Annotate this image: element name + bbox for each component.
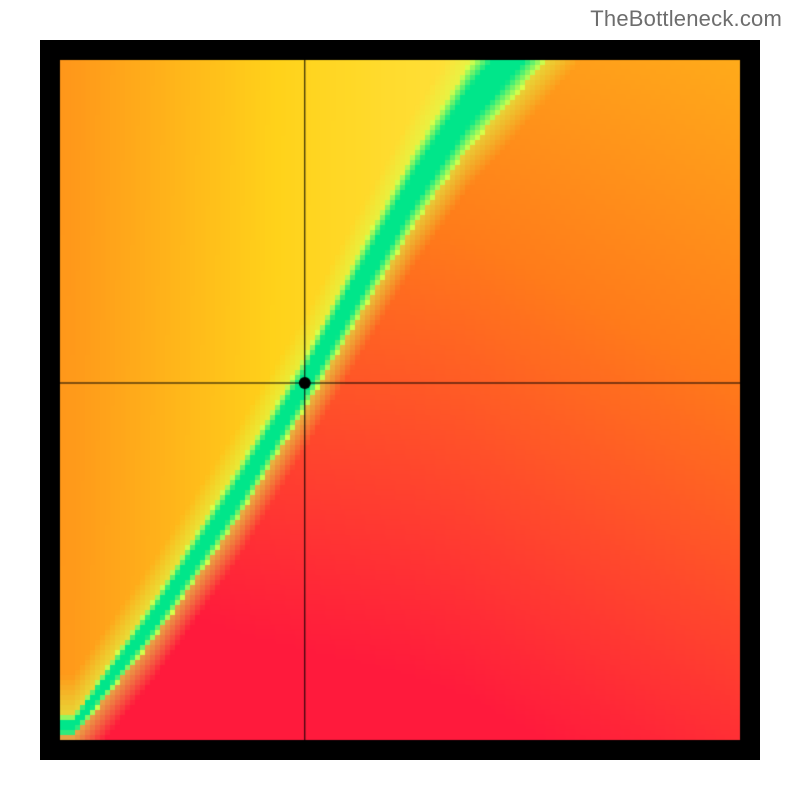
page-container: TheBottleneck.com — [0, 0, 800, 800]
watermark-text: TheBottleneck.com — [590, 6, 782, 32]
bottleneck-heatmap — [40, 40, 760, 760]
plot-frame — [40, 40, 760, 760]
